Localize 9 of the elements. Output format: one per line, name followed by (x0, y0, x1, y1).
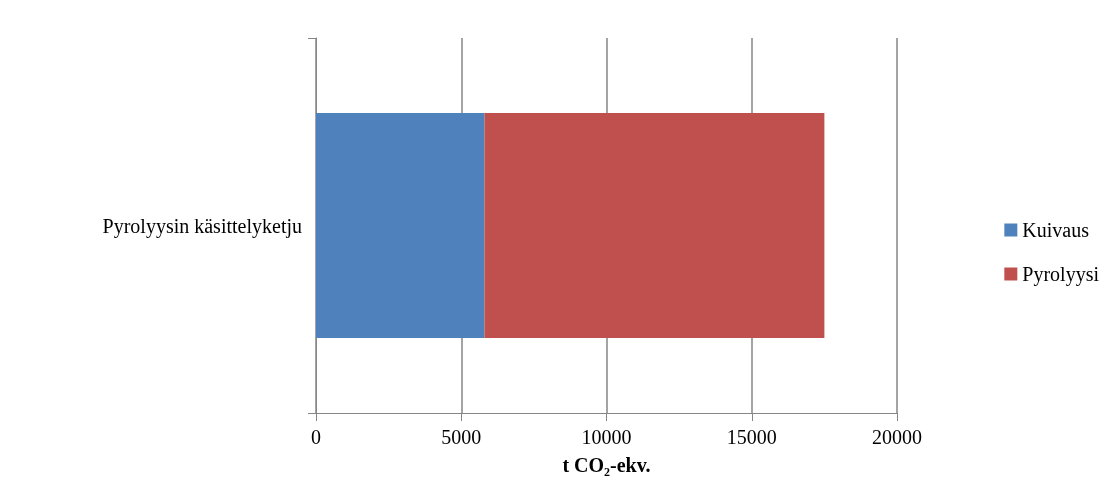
x-tick-label: 5000 (441, 426, 482, 448)
x-axis-title: t CO₂-ekv. (562, 454, 651, 476)
x-tick-label: 15000 (726, 426, 777, 448)
legend-label: Kuivaus (1022, 219, 1090, 241)
x-tick-label: 0 (311, 426, 321, 448)
legend-label: Pyrolyysi (1022, 263, 1100, 286)
x-tick-label: 20000 (872, 426, 922, 448)
y-tick-label: Pyrolyysin käsittelyketju (102, 214, 302, 238)
x-tick-label: 10000 (581, 426, 632, 448)
